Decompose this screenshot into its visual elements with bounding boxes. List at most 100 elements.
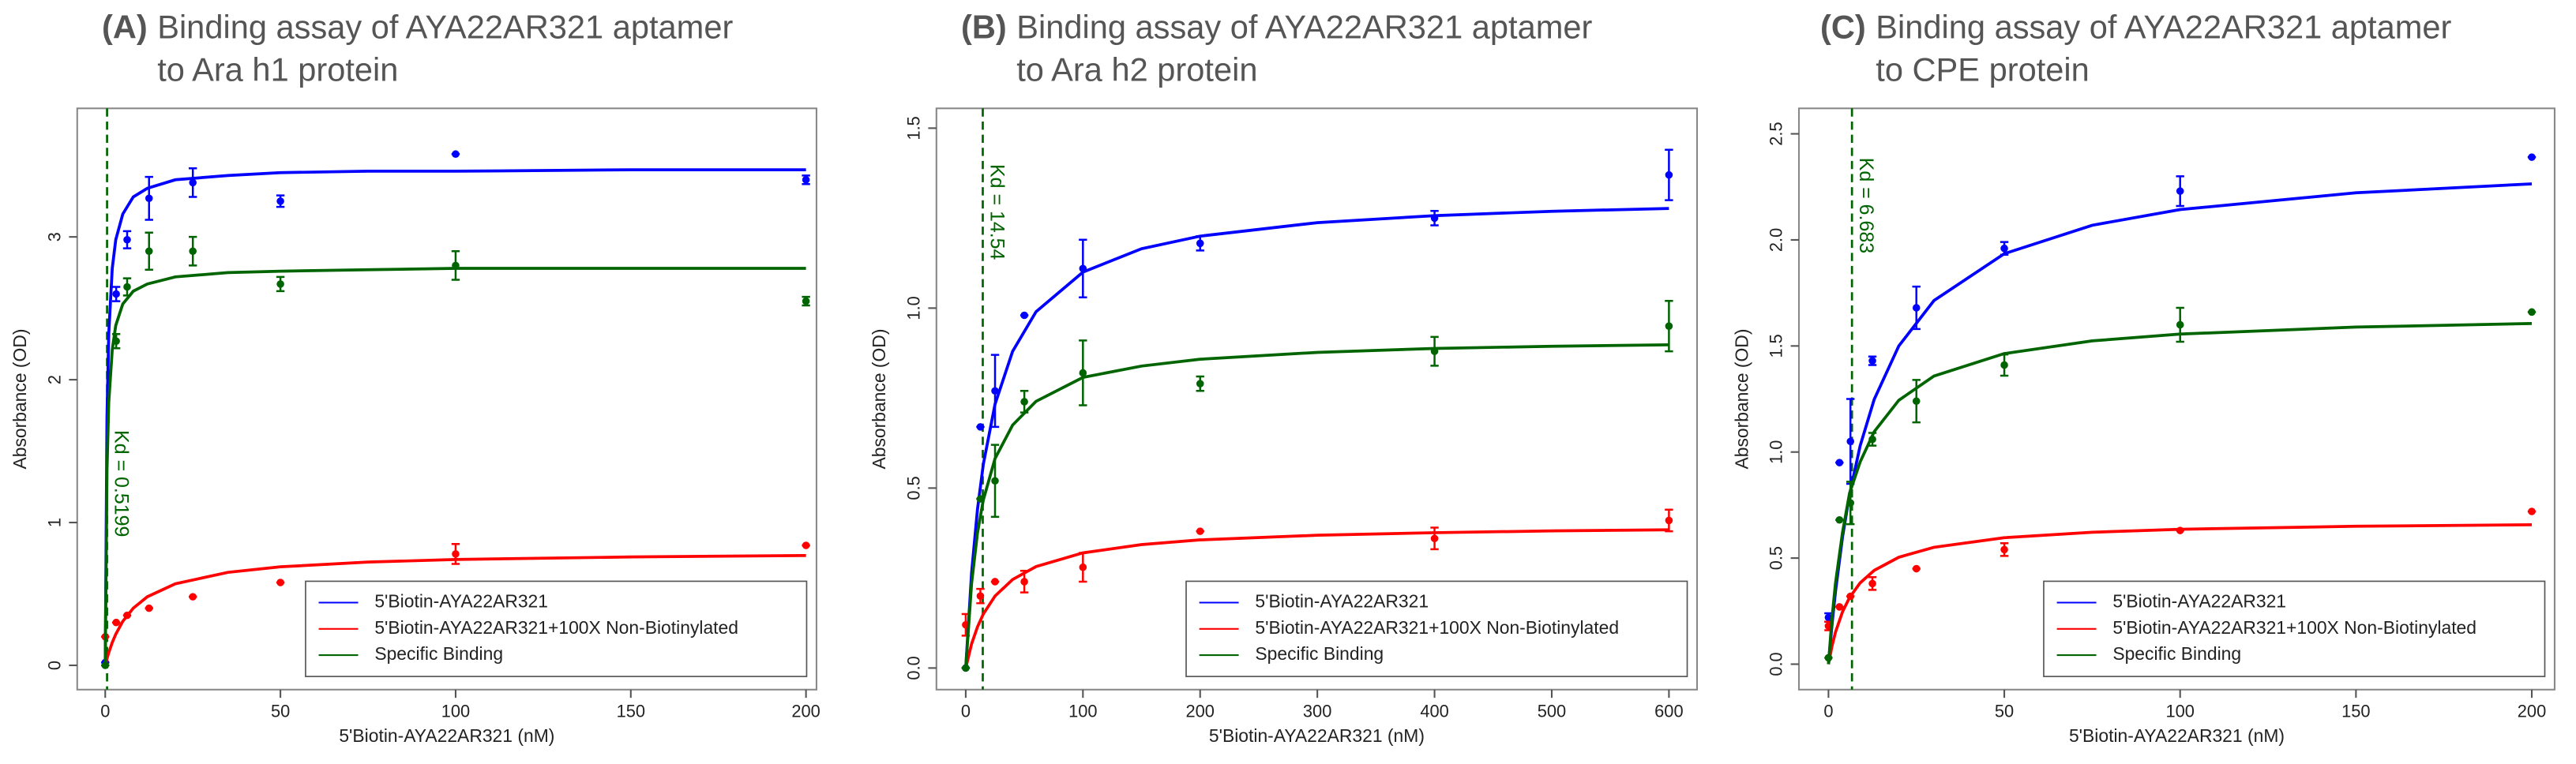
panel-label: (C) — [1820, 8, 1866, 45]
kd-annotation: Kd = 0.5199 — [111, 430, 133, 537]
data-point — [1868, 357, 1876, 365]
legend-box — [305, 580, 808, 677]
data-point — [1868, 579, 1876, 588]
y-tick-label: 1 — [44, 518, 64, 527]
y-tick-label: 1.5 — [904, 116, 924, 140]
data-point — [1835, 459, 1844, 466]
data-point — [189, 247, 197, 256]
y-tick-label: 0 — [44, 661, 64, 670]
data-point — [1846, 499, 1855, 507]
data-point — [2176, 187, 2184, 195]
fit-curve — [964, 207, 1669, 668]
data-point — [976, 423, 985, 431]
data-point — [991, 387, 999, 395]
data-point — [1020, 398, 1028, 406]
y-tick-label: 0.0 — [1767, 652, 1786, 676]
data-point — [189, 593, 197, 601]
fit-curve — [964, 528, 1669, 668]
data-point — [452, 261, 460, 270]
data-point — [2176, 320, 2184, 329]
x-tick-label: 0 — [100, 702, 110, 721]
x-tick-label: 0 — [1823, 702, 1833, 721]
y-tick-label: 2 — [44, 375, 64, 384]
y-tick-label: 0.5 — [904, 476, 924, 500]
data-point — [189, 178, 197, 187]
x-tick-label: 200 — [1186, 702, 1215, 721]
data-point — [1079, 563, 1087, 571]
data-point — [452, 150, 460, 158]
fit-curve — [1827, 523, 2533, 665]
data-point — [1430, 347, 1439, 355]
data-point — [1196, 239, 1204, 248]
data-point — [991, 477, 999, 485]
x-tick-label: 150 — [617, 702, 645, 721]
data-point — [1196, 527, 1204, 535]
legend-box — [1185, 580, 1688, 677]
legend-label: 5'Biotin-AYA22AR321+100X Non-Biotinylate… — [374, 617, 738, 638]
data-point — [276, 579, 284, 586]
data-point — [1079, 264, 1087, 273]
x-tick-label: 200 — [791, 702, 820, 721]
data-point — [2000, 361, 2008, 369]
x-axis-label: 5'Biotin-AYA22AR321 (nM) — [2069, 725, 2285, 746]
data-point — [1846, 592, 1855, 601]
data-point — [1665, 322, 1673, 330]
legend-label: Specific Binding — [1255, 643, 1384, 664]
data-point — [976, 495, 985, 503]
x-tick-label: 50 — [1995, 702, 2014, 721]
data-point — [976, 592, 985, 600]
fit-curve — [103, 553, 806, 666]
legend-label: 5'Biotin-AYA22AR321 — [1255, 591, 1429, 612]
legend-label: 5'Biotin-AYA22AR321 — [2112, 591, 2286, 612]
panel-title: to CPE protein — [1876, 51, 2090, 88]
x-tick-label: 100 — [2165, 702, 2194, 721]
x-tick-label: 500 — [1538, 702, 1566, 721]
kd-annotation: Kd = 14.54 — [986, 164, 1008, 260]
data-point — [2528, 153, 2536, 161]
data-point — [802, 297, 810, 305]
data-point — [1824, 654, 1833, 662]
data-point — [112, 618, 120, 627]
legend-label: 5'Biotin-AYA22AR321+100X Non-Biotinylate… — [2112, 617, 2476, 638]
data-point — [1079, 369, 1087, 377]
x-axis-label: 5'Biotin-AYA22AR321 (nM) — [1209, 725, 1425, 746]
data-point — [1430, 534, 1439, 543]
data-point — [1020, 578, 1028, 586]
panel-label: (B) — [961, 8, 1007, 45]
data-point — [101, 661, 110, 669]
x-tick-label: 300 — [1303, 702, 1331, 721]
data-point — [2176, 526, 2184, 534]
legend-label: Specific Binding — [374, 643, 503, 664]
data-point — [123, 283, 131, 291]
data-point — [2528, 308, 2536, 316]
fit-curve — [103, 168, 806, 665]
y-tick-label: 2.0 — [1767, 228, 1786, 252]
data-point — [123, 235, 131, 244]
x-tick-label: 150 — [2341, 702, 2370, 721]
data-point — [1912, 304, 1921, 312]
data-point — [2000, 244, 2008, 253]
data-point — [1196, 380, 1204, 388]
fit-curve — [964, 343, 1669, 668]
data-point — [2000, 545, 2008, 554]
x-tick-label: 100 — [441, 702, 470, 721]
panel-title: Binding assay of AYA22AR321 aptamer — [1016, 8, 1592, 45]
data-point — [1824, 613, 1833, 622]
data-point — [276, 280, 284, 288]
data-point — [802, 175, 810, 184]
legend-box — [2043, 580, 2546, 677]
plot-frame — [76, 107, 817, 691]
data-point — [452, 550, 460, 558]
y-axis-label: Absorbance (OD) — [9, 329, 30, 470]
data-point — [145, 194, 153, 203]
fit-curve — [1827, 321, 2533, 665]
x-axis-label: 5'Biotin-AYA22AR321 (nM) — [339, 725, 554, 746]
plot-frame — [1797, 107, 2555, 691]
data-point — [991, 578, 999, 586]
data-point — [1846, 437, 1855, 446]
data-point — [276, 197, 284, 205]
x-tick-label: 600 — [1654, 702, 1683, 721]
legend-label: Specific Binding — [2112, 643, 2241, 664]
panel-title: to Ara h1 protein — [157, 51, 398, 88]
data-point — [112, 290, 120, 298]
